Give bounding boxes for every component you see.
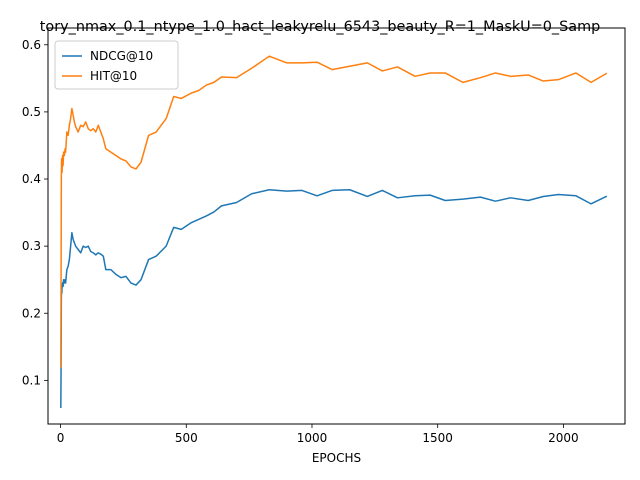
x-tick-label: 1000: [297, 431, 328, 445]
x-axis: 0 500 1000 1500 2000: [57, 424, 579, 445]
series-line-ndcg-10: [60, 189, 608, 408]
x-tick-label: 2000: [548, 431, 579, 445]
y-tick-label: 0.1: [22, 373, 41, 387]
series-line-hit-10: [60, 55, 608, 368]
legend-frame: [54, 40, 179, 90]
x-axis-label: EPOCHS: [312, 451, 361, 465]
axes-frame: [47, 27, 626, 425]
chart-title: tory_nmax_0.1_ntype_1.0_hact_leakyrelu_6…: [40, 19, 600, 35]
legend-label: HIT@10: [90, 69, 137, 83]
legend-label: NDCG@10: [90, 49, 153, 63]
x-tick-label: 0: [57, 431, 65, 445]
y-tick-label: 0.4: [22, 172, 41, 186]
x-tick-label: 1500: [422, 431, 453, 445]
y-tick-label: 0.6: [22, 38, 41, 52]
y-tick-label: 0.3: [22, 239, 41, 253]
x-tick-label: 500: [175, 431, 198, 445]
plot-area: [47, 27, 626, 425]
y-tick-label: 0.5: [22, 105, 41, 119]
legend: NDCG@10 HIT@10: [54, 40, 179, 90]
legend-items: NDCG@10 HIT@10: [62, 49, 153, 83]
series-layer: [60, 55, 608, 408]
y-axis: 0.1 0.2 0.3 0.4 0.5 0.6: [22, 38, 48, 387]
y-tick-label: 0.2: [22, 306, 41, 320]
